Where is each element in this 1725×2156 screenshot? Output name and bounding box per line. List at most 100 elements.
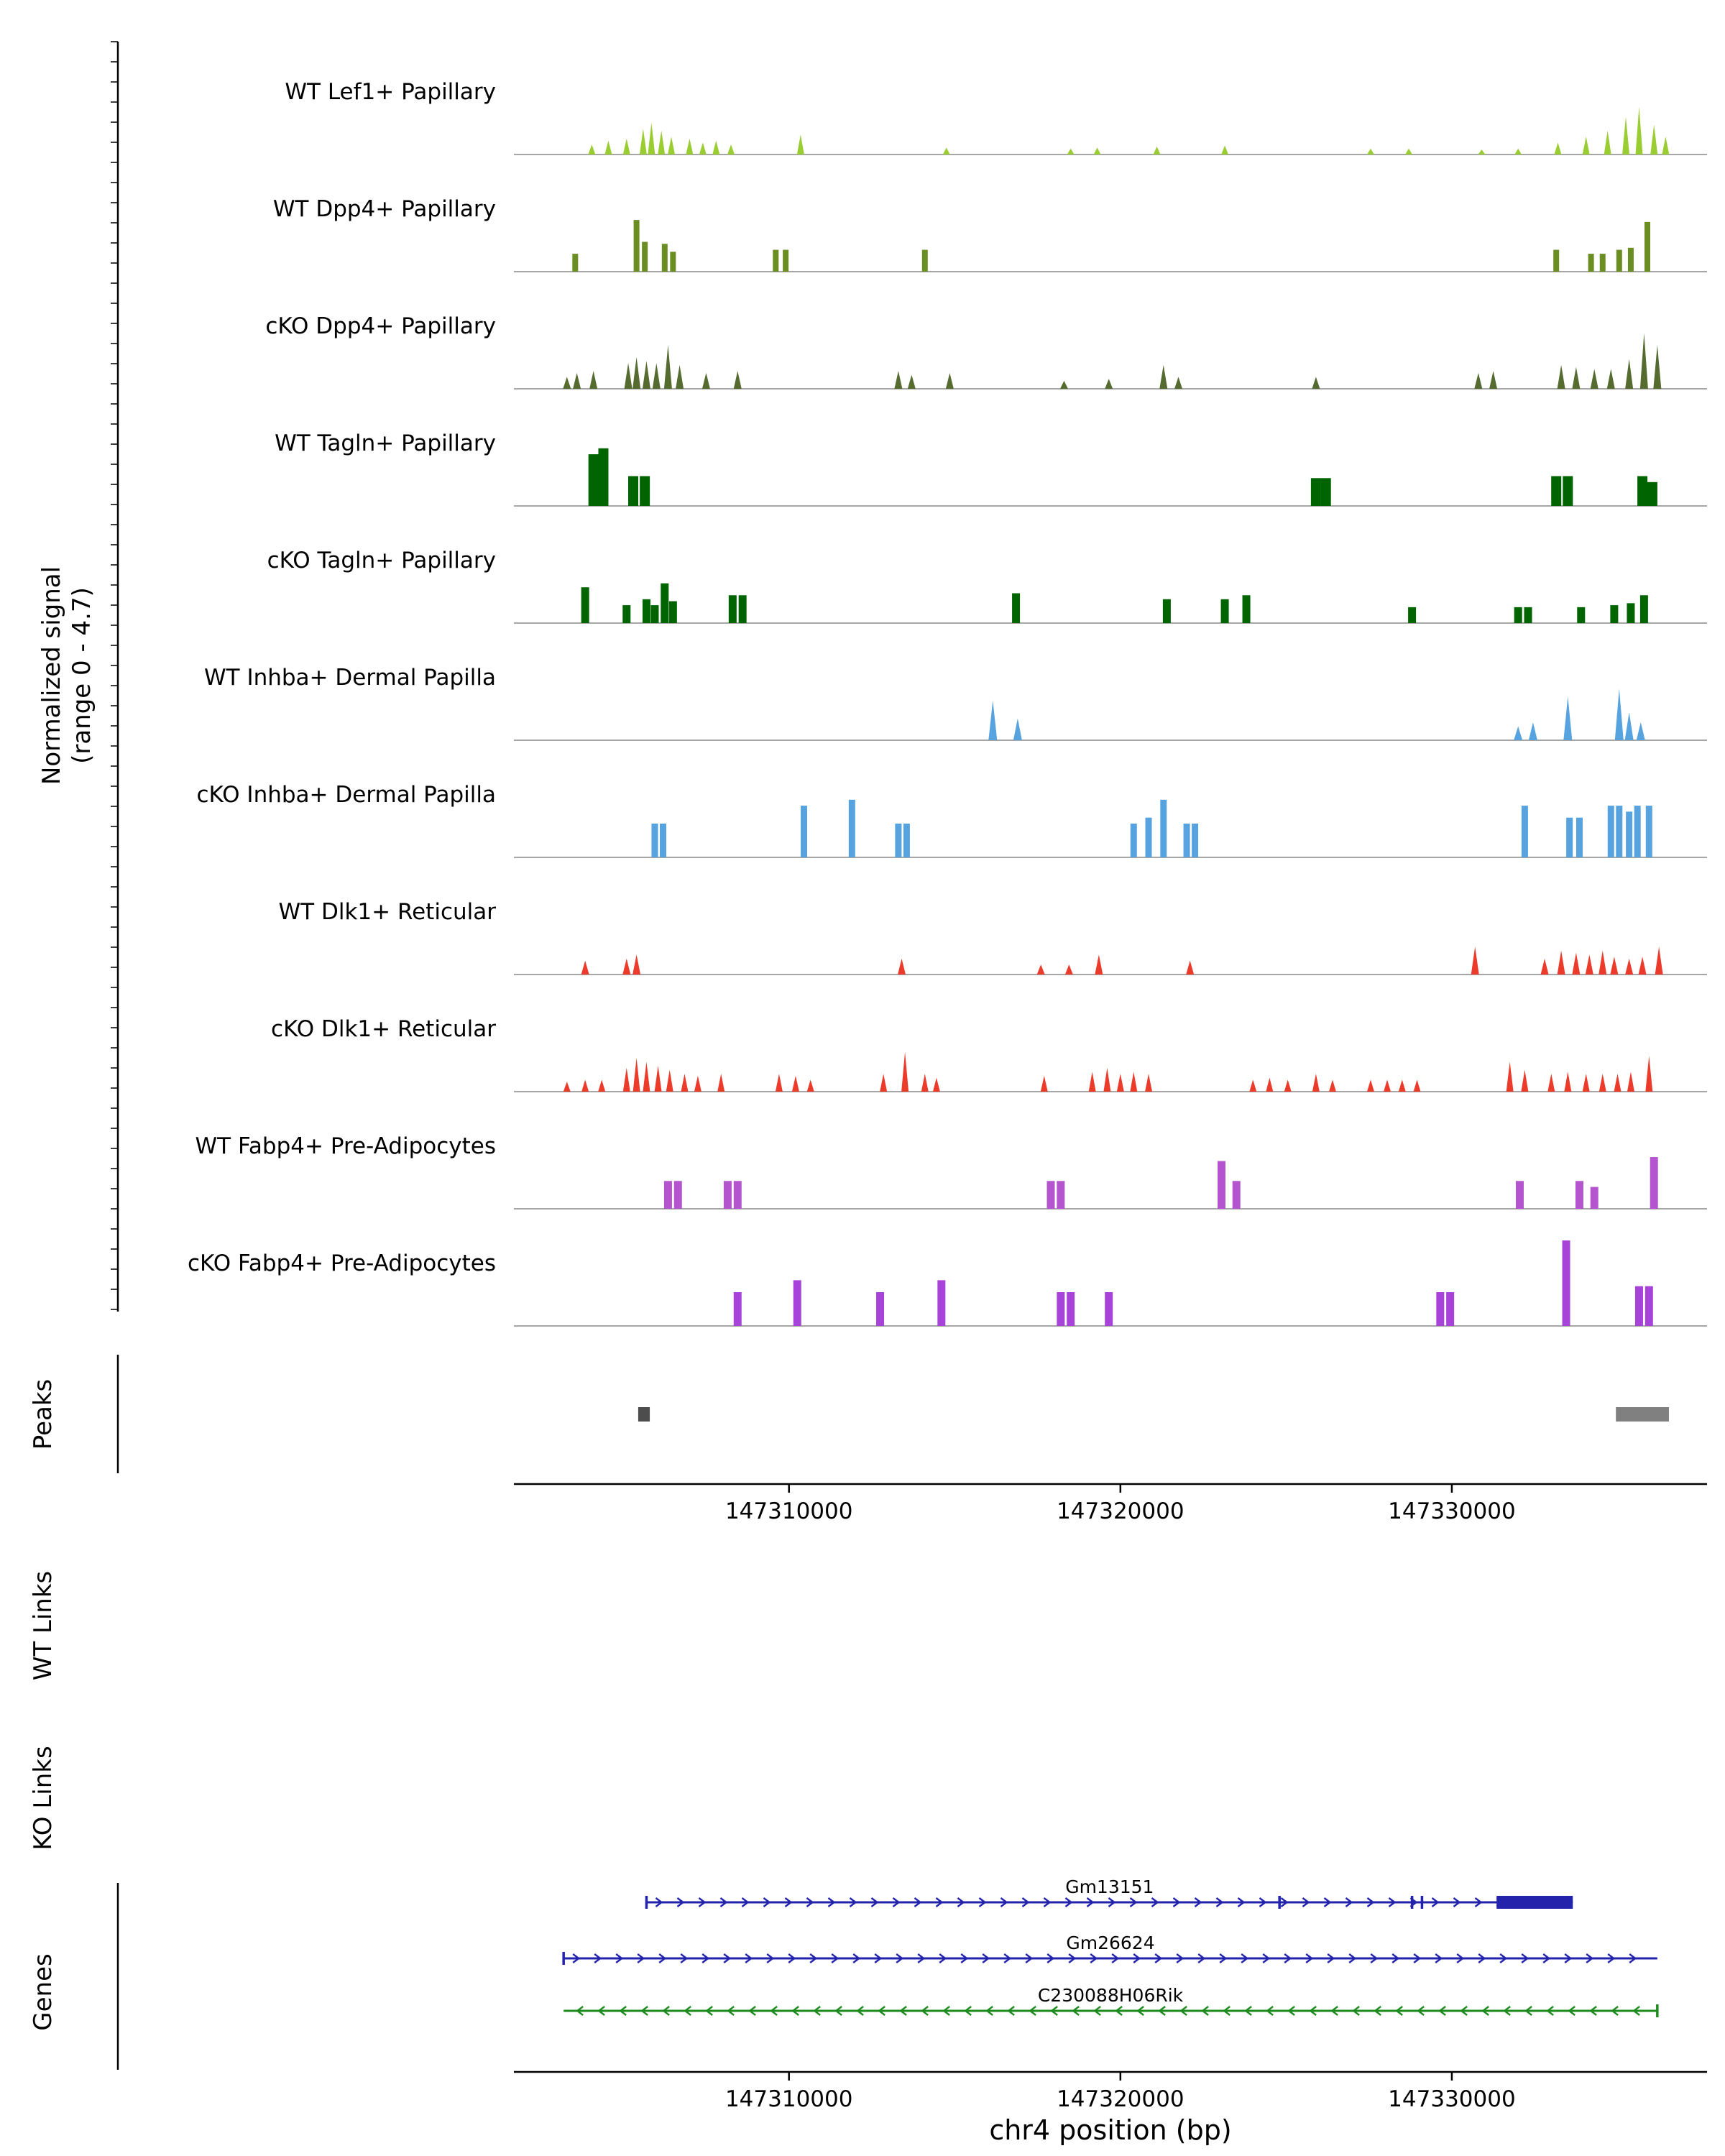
signal-peak <box>1624 712 1634 740</box>
signal-peak <box>775 1074 783 1092</box>
signal-peak <box>1242 595 1251 623</box>
signal-peak <box>588 454 599 506</box>
signal-peak <box>588 144 596 155</box>
signal-peak <box>660 823 666 857</box>
gene-strand-arrow <box>1438 2006 1446 2016</box>
gene-strand-arrow <box>1395 2006 1403 2016</box>
gene-strand-arrow <box>874 1953 883 1963</box>
signal-peak <box>1366 148 1374 155</box>
gene-strand-arrow <box>1179 2006 1187 2016</box>
signal-peak <box>1563 696 1573 740</box>
x-tick-label: 147320000 <box>1057 1498 1184 1524</box>
gene-strand-arrow <box>1568 2006 1576 2016</box>
gene-strand-arrow <box>1259 1897 1267 1907</box>
signal-peak <box>1103 1067 1111 1092</box>
gene-strand-arrow <box>813 2006 821 2016</box>
signal-peak <box>1599 254 1606 272</box>
signal-peak <box>1506 1061 1514 1092</box>
signal-peak <box>945 372 954 389</box>
signal-peak <box>1398 1079 1406 1092</box>
gene-name: Gm26624 <box>1066 1932 1154 1953</box>
signal-peak <box>622 605 631 623</box>
gene-strand-arrow <box>964 2006 972 2016</box>
gene-strand-arrow <box>1068 1953 1077 1963</box>
gene-strand-arrow <box>896 1953 904 1963</box>
gene-strand-arrow <box>809 1953 818 1963</box>
signal-peak <box>622 958 631 975</box>
signal-peak <box>733 1291 742 1326</box>
signal-peak <box>1644 221 1650 272</box>
signal-peak <box>1524 607 1532 623</box>
signal-peak <box>1528 722 1537 740</box>
gene-strand-arrow <box>1607 1953 1616 1963</box>
signal-peak <box>694 1075 702 1092</box>
signal-peak <box>1328 1079 1336 1092</box>
signal-peak <box>1616 249 1622 272</box>
gene-strand-arrow <box>1366 1897 1375 1907</box>
signal-peak <box>1088 1072 1096 1092</box>
signal-peak <box>1474 372 1483 389</box>
gene-strand-arrow <box>1215 1897 1224 1907</box>
gene-name: C230088H06Rik <box>1038 1985 1184 2006</box>
gene-strand-arrow <box>1431 1897 1440 1907</box>
signal-peak <box>681 1074 689 1092</box>
gene-strand-arrow <box>1050 2006 1058 2016</box>
gene-strand-arrow <box>1352 2006 1360 2016</box>
gene-strand-arrow <box>576 2006 584 2016</box>
gene-strand-arrow <box>1158 2006 1166 2016</box>
signal-peak <box>658 130 666 155</box>
gene-strand-arrow <box>914 1897 922 1907</box>
gene-strand-arrow <box>1435 1953 1443 1963</box>
signal-peak <box>895 823 902 857</box>
gene-strand-arrow <box>1043 1897 1052 1907</box>
gene-strand-arrow <box>1237 1897 1246 1907</box>
gene-strand-arrow <box>1172 1897 1181 1907</box>
signal-peak <box>652 363 661 389</box>
signal-peak <box>1130 1072 1138 1092</box>
gene-strand-arrow <box>684 2006 691 2016</box>
signal-peak <box>1095 954 1103 975</box>
gene-strand-arrow <box>655 1897 663 1907</box>
signal-peak <box>642 241 648 272</box>
x-tick-label: 147320000 <box>1057 2086 1184 2112</box>
signal-peak <box>1057 1291 1065 1326</box>
gene-strand-arrow <box>1021 1897 1030 1907</box>
x-axis-title: chr4 position (bp) <box>989 2114 1232 2146</box>
signal-peak <box>632 1057 640 1092</box>
signal-peak <box>1521 806 1528 857</box>
signal-peak <box>894 371 903 389</box>
signal-peak <box>1408 607 1417 623</box>
gene-strand-arrow <box>1388 1897 1397 1907</box>
gene-strand-arrow <box>1481 2006 1489 2016</box>
signal-peak <box>581 960 589 975</box>
signal-peak <box>1590 369 1598 389</box>
signal-peak <box>1145 1074 1153 1092</box>
gene-strand-arrow <box>1154 1953 1163 1963</box>
signal-peak <box>1153 146 1161 155</box>
signal-peak <box>1540 958 1549 975</box>
signal-peak <box>643 1061 650 1092</box>
track-label-3: WT Tagln+ Papillary <box>275 430 496 456</box>
gene-strand-arrow <box>834 2006 842 2016</box>
signal-peak <box>738 595 747 623</box>
gene-strand-arrow <box>791 2006 799 2016</box>
gene-strand-arrow <box>1219 1953 1228 1963</box>
gene-strand-arrow <box>856 2006 864 2016</box>
gene-strand-arrow <box>1542 1953 1551 1963</box>
signal-peak <box>1013 718 1022 740</box>
signal-peak <box>1614 1074 1622 1092</box>
gene-strand-arrow <box>1072 2006 1080 2016</box>
signal-peak <box>654 1066 662 1092</box>
gene-strand-arrow <box>1524 2006 1532 2016</box>
gene-strand-arrow <box>1499 1953 1508 1963</box>
signal-peak <box>1405 148 1412 155</box>
signal-peak <box>581 587 589 623</box>
signal-peak <box>1446 1291 1455 1326</box>
gene-exon <box>1496 1896 1573 1909</box>
signal-peak <box>1634 1286 1643 1326</box>
signal-peak <box>1655 946 1663 975</box>
signal-peak <box>907 374 916 389</box>
signal-peak <box>668 137 676 155</box>
signal-peak <box>573 372 581 389</box>
